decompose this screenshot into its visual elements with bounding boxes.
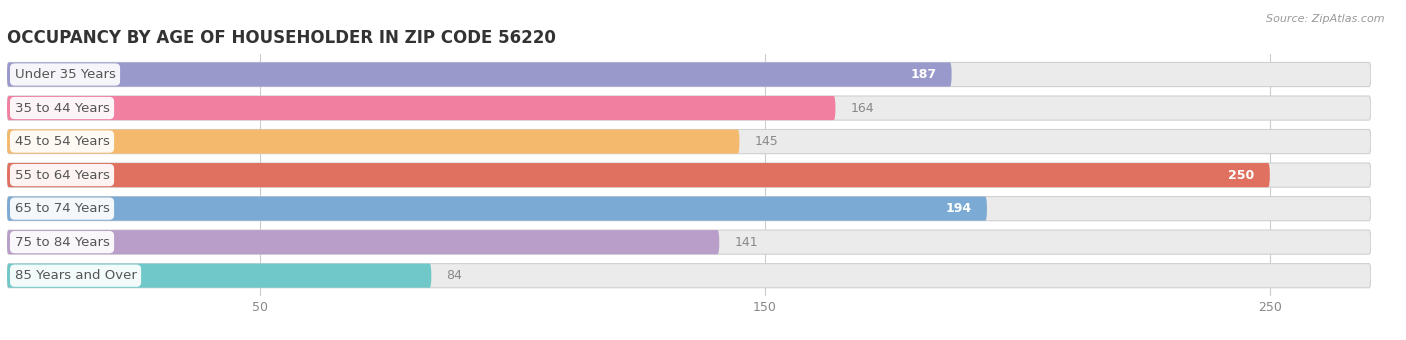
Text: 55 to 64 Years: 55 to 64 Years	[14, 169, 110, 182]
Text: Source: ZipAtlas.com: Source: ZipAtlas.com	[1267, 14, 1385, 23]
Text: 164: 164	[851, 102, 875, 115]
FancyBboxPatch shape	[7, 63, 952, 87]
Text: 65 to 74 Years: 65 to 74 Years	[14, 202, 110, 215]
FancyBboxPatch shape	[7, 130, 1371, 154]
Text: 45 to 54 Years: 45 to 54 Years	[14, 135, 110, 148]
Text: 141: 141	[734, 236, 758, 249]
Text: Under 35 Years: Under 35 Years	[14, 68, 115, 81]
Text: 250: 250	[1229, 169, 1254, 182]
FancyBboxPatch shape	[7, 63, 1371, 87]
Text: 194: 194	[946, 202, 972, 215]
Text: 84: 84	[447, 269, 463, 282]
Text: 145: 145	[755, 135, 779, 148]
FancyBboxPatch shape	[7, 264, 1371, 288]
Text: 85 Years and Over: 85 Years and Over	[14, 269, 136, 282]
Text: OCCUPANCY BY AGE OF HOUSEHOLDER IN ZIP CODE 56220: OCCUPANCY BY AGE OF HOUSEHOLDER IN ZIP C…	[7, 29, 555, 47]
FancyBboxPatch shape	[7, 197, 987, 221]
FancyBboxPatch shape	[7, 96, 835, 120]
FancyBboxPatch shape	[7, 197, 1371, 221]
FancyBboxPatch shape	[7, 130, 740, 154]
FancyBboxPatch shape	[7, 230, 1371, 254]
Text: 75 to 84 Years: 75 to 84 Years	[14, 236, 110, 249]
FancyBboxPatch shape	[7, 264, 432, 288]
Text: 187: 187	[910, 68, 936, 81]
FancyBboxPatch shape	[7, 96, 1371, 120]
FancyBboxPatch shape	[7, 230, 720, 254]
FancyBboxPatch shape	[7, 163, 1270, 187]
FancyBboxPatch shape	[7, 163, 1371, 187]
Text: 35 to 44 Years: 35 to 44 Years	[14, 102, 110, 115]
